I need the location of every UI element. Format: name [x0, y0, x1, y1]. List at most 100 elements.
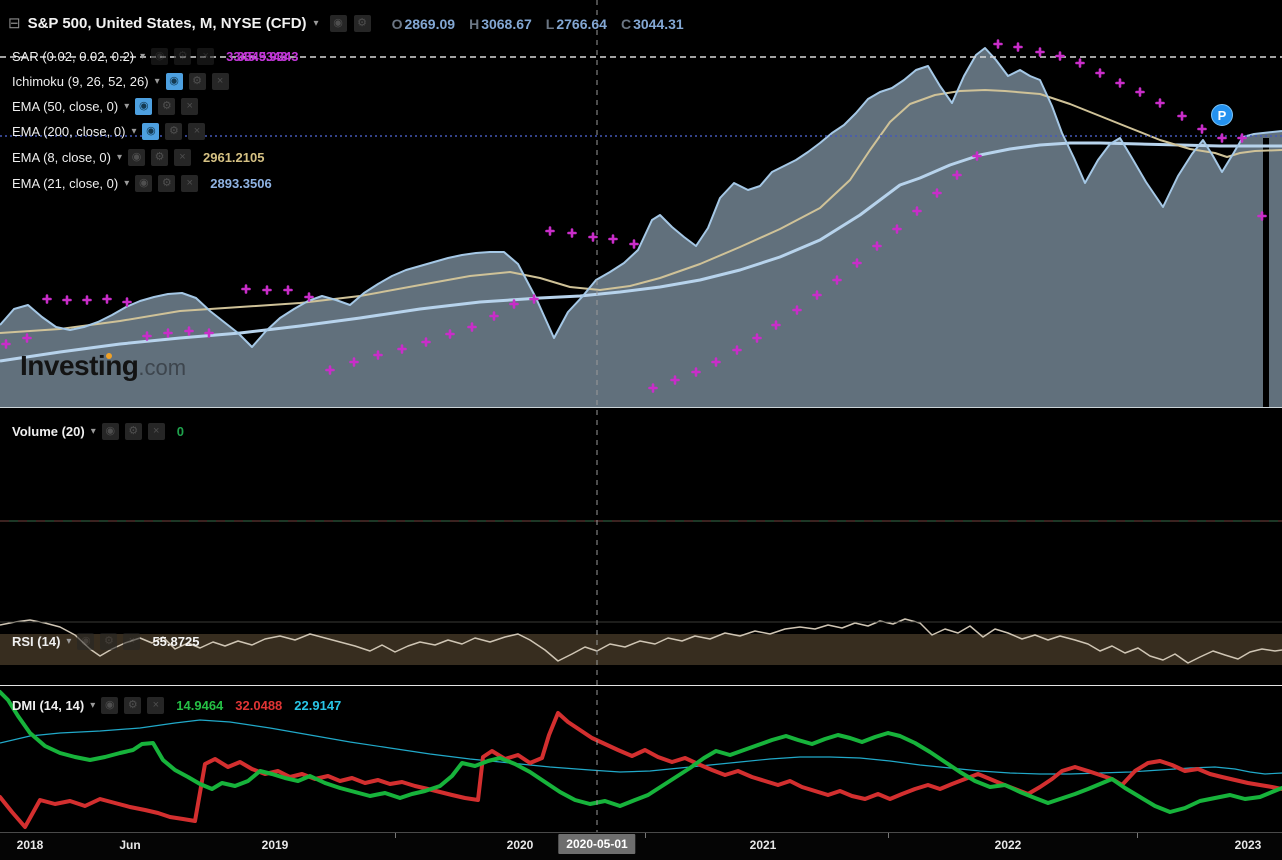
sar-dot: [812, 290, 822, 300]
indicator-value: 32.0488: [235, 697, 283, 713]
sar-dot: [972, 151, 982, 161]
sar-dot: [241, 284, 251, 294]
sar-dot: [529, 294, 539, 304]
sar-dot: [588, 232, 598, 242]
gear-icon[interactable]: ⚙: [100, 632, 118, 650]
sar-dot: [545, 226, 555, 236]
indicator-label[interactable]: EMA (21, close, 0): [12, 175, 119, 191]
chart-canvas[interactable]: 3345.9343: [0, 0, 1282, 832]
close-icon[interactable]: ×: [147, 696, 165, 714]
close-icon[interactable]: ×: [188, 122, 206, 140]
ohlc-l: L 2766.64: [545, 15, 607, 32]
sar-dot: [304, 292, 314, 302]
symbol-header: ⊟ S&P 500, United States, M, NYSE (CFD) …: [8, 15, 684, 32]
chevron-down-icon[interactable]: ▾: [66, 635, 72, 647]
sar-dot: [42, 294, 52, 304]
sar-dot: [1075, 58, 1085, 68]
visibility-icon[interactable]: ◉: [151, 47, 169, 65]
close-icon[interactable]: ×: [147, 422, 165, 440]
sar-dot: [489, 311, 499, 321]
visibility-icon[interactable]: ◉: [142, 122, 160, 140]
indicator-row-sar: SAR (0.02, 0.02, 0.2) ▾ ◉ ⚙ × 3345.9343: [12, 45, 288, 67]
collapse-panel-icon[interactable]: ⊟: [8, 15, 21, 32]
axis-year-label: 2022: [994, 838, 1022, 852]
gear-icon[interactable]: ⚙: [151, 148, 169, 166]
visibility-icon[interactable]: ◉: [101, 696, 119, 714]
visibility-icon[interactable]: ◉: [128, 148, 146, 166]
sar-dot: [648, 383, 658, 393]
panel-label-volume: Volume (20) ▾ ◉ ⚙ × 0: [12, 420, 184, 442]
indicator-label[interactable]: SAR (0.02, 0.02, 0.2): [12, 48, 135, 64]
sar-dot: [262, 285, 272, 295]
sar-dot: [1095, 68, 1105, 78]
sar-dot: [792, 305, 802, 315]
position-marker-badge[interactable]: P: [1211, 104, 1233, 126]
logo-text-light: .com: [138, 355, 187, 380]
chevron-down-icon[interactable]: ▾: [90, 699, 96, 711]
gear-icon[interactable]: ⚙: [174, 47, 192, 65]
ohlc-c: C 3044.31: [620, 15, 684, 32]
sar-dot: [421, 337, 431, 347]
close-icon[interactable]: ×: [181, 174, 199, 192]
chevron-down-icon[interactable]: ▾: [154, 75, 160, 87]
sar-dot: [952, 170, 962, 180]
indicator-label[interactable]: DMI (14, 14): [12, 697, 85, 713]
sar-dot: [993, 39, 1003, 49]
indicator-label[interactable]: EMA (50, close, 0): [12, 98, 119, 114]
indicator-value: 3345.9343: [226, 48, 288, 64]
gear-icon[interactable]: ⚙: [165, 122, 183, 140]
axis-year-label: 2018: [16, 838, 44, 852]
indicator-row-ema: EMA (8, close, 0) ▾ ◉ ⚙ × 2961.2105: [12, 146, 264, 168]
chevron-down-icon[interactable]: ▾: [131, 125, 137, 137]
chevron-down-icon[interactable]: ▾: [116, 151, 123, 163]
close-icon[interactable]: ×: [211, 72, 229, 90]
chevron-down-icon[interactable]: ▾: [140, 50, 146, 62]
gear-icon[interactable]: ⚙: [158, 174, 176, 192]
gear-icon[interactable]: ⚙: [188, 72, 206, 90]
sar-dot: [567, 228, 577, 238]
indicator-label[interactable]: Volume (20): [12, 423, 85, 439]
gear-icon[interactable]: ⚙: [353, 15, 371, 32]
gear-icon[interactable]: ⚙: [124, 696, 142, 714]
visibility-icon[interactable]: ◉: [135, 97, 153, 115]
gear-icon[interactable]: ⚙: [124, 422, 142, 440]
chevron-down-icon[interactable]: ▾: [124, 100, 130, 112]
visibility-icon[interactable]: ◉: [101, 422, 119, 440]
last-bar-gap: [1263, 138, 1269, 407]
indicator-label[interactable]: EMA (8, close, 0): [12, 149, 111, 165]
visibility-icon[interactable]: ◉: [77, 632, 95, 650]
sar-dot: [1, 339, 11, 349]
sar-level-value: 3345.9343: [237, 49, 298, 64]
close-icon[interactable]: ×: [197, 47, 215, 65]
chevron-down-icon[interactable]: ▾: [124, 177, 130, 189]
sar-dot: [1197, 124, 1207, 134]
visibility-icon[interactable]: ◉: [329, 15, 347, 32]
axis-tick: [645, 833, 646, 838]
ema21-line: [0, 141, 1282, 363]
sar-dot: [832, 275, 842, 285]
axis-year-label: 2023: [1234, 838, 1262, 852]
rsi-band: [0, 634, 1282, 665]
time-axis[interactable]: 2018 Jun 2019 2020 2020-05-01 2021 2022 2023: [0, 832, 1282, 860]
close-icon[interactable]: ×: [174, 148, 192, 166]
sar-dot: [102, 294, 112, 304]
close-icon[interactable]: ×: [123, 632, 141, 650]
sar-dot: [22, 333, 32, 343]
chevron-down-icon[interactable]: ▾: [313, 18, 319, 29]
crosshair-date-label: 2020-05-01: [558, 834, 636, 854]
indicator-label[interactable]: RSI (14): [12, 633, 61, 649]
close-icon[interactable]: ×: [181, 97, 199, 115]
sar-dot: [122, 297, 132, 307]
indicator-label[interactable]: EMA (200, close, 0): [12, 123, 126, 139]
sar-dot: [82, 295, 92, 305]
gear-icon[interactable]: ⚙: [158, 97, 176, 115]
sar-dot: [349, 357, 359, 367]
symbol-title[interactable]: S&P 500, United States, M, NYSE (CFD): [27, 15, 307, 32]
indicator-label[interactable]: Ichimoku (9, 26, 52, 26): [12, 73, 149, 89]
sar-dot: [629, 239, 639, 249]
visibility-icon[interactable]: ◉: [135, 174, 153, 192]
chevron-down-icon[interactable]: ▾: [90, 425, 96, 437]
sar-dot: [711, 357, 721, 367]
sar-dot: [1155, 98, 1165, 108]
visibility-icon[interactable]: ◉: [165, 72, 183, 90]
